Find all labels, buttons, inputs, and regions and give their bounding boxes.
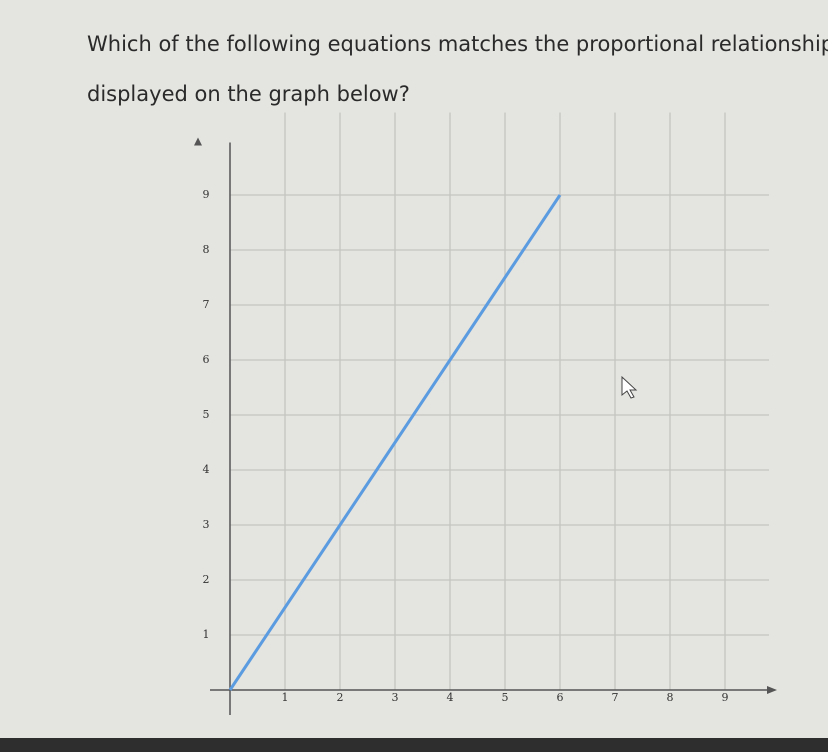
y-tick-label: 3: [203, 518, 210, 531]
x-tick-label: 8: [667, 691, 674, 704]
question-line-1: Which of the following equations matches…: [87, 32, 828, 106]
x-tick-label: 9: [722, 691, 729, 704]
y-tick-label: 7: [203, 298, 210, 311]
mouse-cursor: [621, 375, 638, 399]
x-tick-label: 7: [612, 691, 619, 704]
y-tick-label: 2: [203, 573, 210, 586]
y-axis-arrow: [194, 137, 202, 146]
y-tick-label: 9: [203, 188, 210, 201]
y-tick-label: 5: [203, 408, 210, 421]
x-tick-label: 4: [447, 691, 454, 704]
data-line: [228, 194, 562, 691]
x-tick-label: 1: [282, 691, 289, 704]
screen-edge: [0, 738, 828, 752]
x-tick-label: 6: [557, 691, 564, 704]
x-tick-label: 2: [337, 691, 344, 704]
y-tick-label: 6: [203, 353, 210, 366]
y-tick-label: 4: [203, 463, 210, 476]
x-tick-label: 5: [502, 691, 509, 704]
x-tick-label: 3: [392, 691, 399, 704]
y-tick-label: 1: [203, 628, 210, 641]
x-axis-arrow: [767, 686, 777, 694]
y-tick-label: 8: [203, 243, 210, 256]
